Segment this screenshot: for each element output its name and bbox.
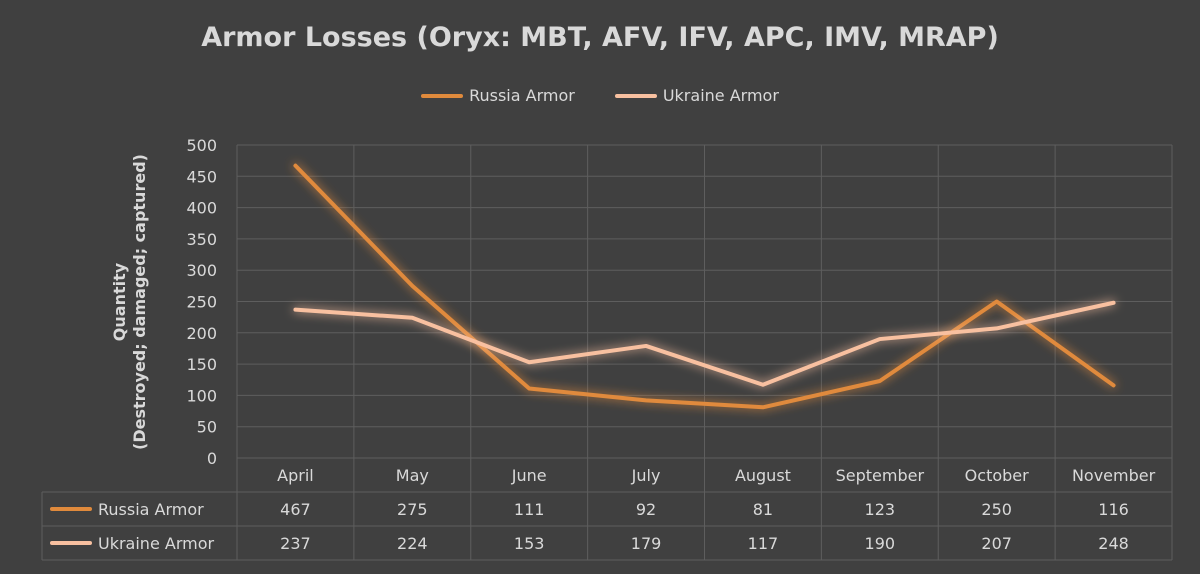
table-series-name-russia: Russia Armor [98, 500, 204, 519]
table-cell-ukraine-june: 153 [514, 534, 545, 553]
table-cell-russia-june: 111 [514, 500, 545, 519]
table-cell-ukraine-september: 190 [865, 534, 896, 553]
category-label-april: April [277, 466, 314, 485]
y-tick-label-200: 200 [186, 324, 217, 343]
category-label-october: October [965, 466, 1029, 485]
table-cell-russia-may: 275 [397, 500, 428, 519]
legend-item-ukraine: Ukraine Armor [614, 86, 779, 105]
legend-item-russia: Russia Armor [421, 86, 575, 105]
y-tick-label-100: 100 [186, 386, 217, 405]
y-tick-label-250: 250 [186, 293, 217, 312]
category-label-august: August [735, 466, 791, 485]
legend-label-ukraine: Ukraine Armor [662, 86, 779, 105]
category-label-june: June [511, 466, 547, 485]
table-cell-russia-september: 123 [865, 500, 896, 519]
legend: Russia Armor Ukraine Armor [0, 86, 1200, 105]
legend-label-russia: Russia Armor [469, 86, 575, 105]
table-cell-russia-april: 467 [280, 500, 311, 519]
y-tick-label-300: 300 [186, 261, 217, 280]
legend-line-russia [421, 93, 464, 98]
y-tick-label-500: 500 [186, 136, 217, 155]
table-cell-russia-november: 116 [1098, 500, 1129, 519]
series-line-ukraine [293, 300, 1116, 387]
table-cell-russia-october: 250 [981, 500, 1012, 519]
y-tick-label-50: 50 [197, 418, 217, 437]
category-label-may: May [396, 466, 429, 485]
table-cell-ukraine-november: 248 [1098, 534, 1129, 553]
category-label-september: September [836, 466, 925, 485]
table-cell-ukraine-july: 179 [631, 534, 662, 553]
chart-title: Armor Losses (Oryx: MBT, AFV, IFV, APC, … [201, 22, 999, 53]
legend-line-ukraine [614, 93, 657, 98]
table-series-name-ukraine: Ukraine Armor [98, 534, 214, 553]
table-cell-ukraine-august: 117 [748, 534, 779, 553]
y-tick-label-350: 350 [186, 230, 217, 249]
table-cell-ukraine-april: 237 [280, 534, 311, 553]
series-line-russia [293, 163, 1116, 410]
y-tick-label-150: 150 [186, 355, 217, 374]
table-cell-russia-july: 92 [636, 500, 656, 519]
category-label-july: July [631, 466, 661, 485]
y-tick-label-400: 400 [186, 199, 217, 218]
table-cell-russia-august: 81 [753, 500, 773, 519]
category-label-november: November [1072, 466, 1156, 485]
y-tick-label-0: 0 [207, 449, 217, 468]
table-cell-ukraine-october: 207 [981, 534, 1012, 553]
table-cell-ukraine-may: 224 [397, 534, 428, 553]
y-tick-label-450: 450 [186, 167, 217, 186]
